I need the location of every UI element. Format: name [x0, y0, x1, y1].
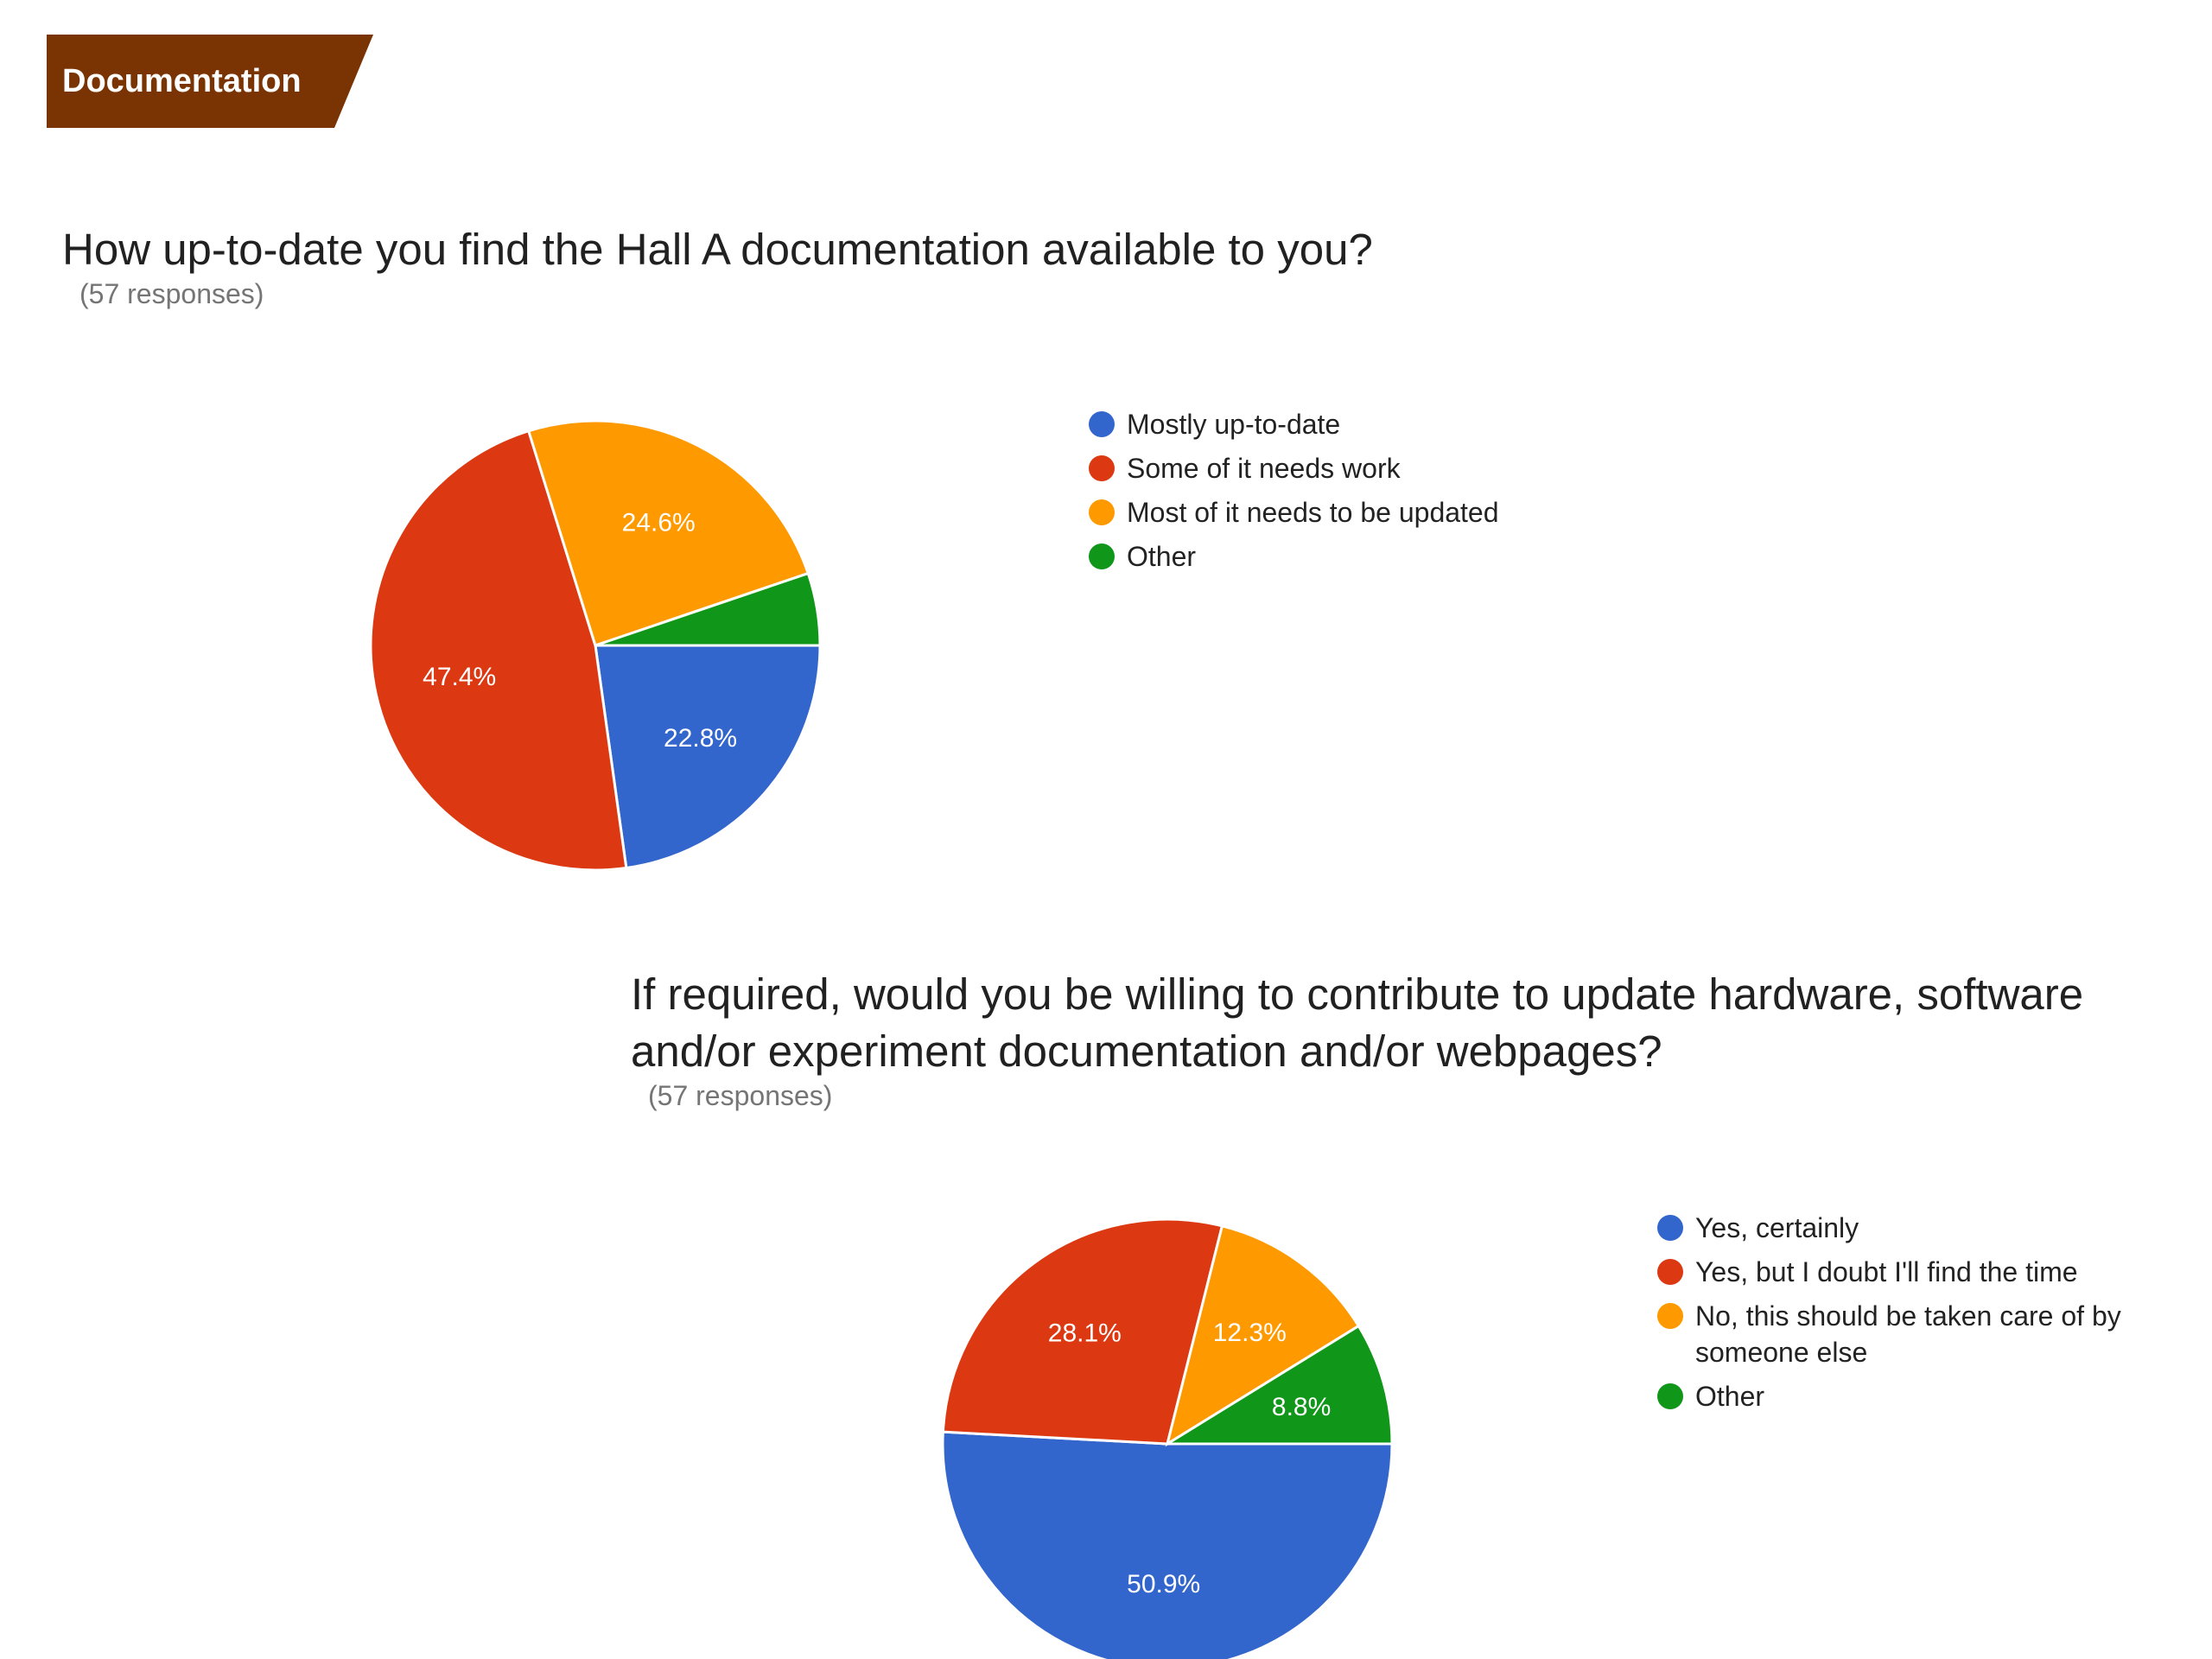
legend-swatch — [1089, 499, 1115, 525]
legend-label: Most of it needs to be updated — [1127, 497, 1499, 528]
pie-slice-other[interactable] — [1162, 1324, 1394, 1446]
legend-swatch — [1089, 411, 1115, 437]
slice-label-some-of-it-needs-work: 47.4% — [423, 663, 496, 691]
question-1-header: How up-to-date you find the Hall A docum… — [62, 221, 1373, 310]
pie-slice-yes-certainly[interactable] — [941, 1430, 1394, 1659]
chart-2-legend: Yes, certainly Yes, but I doubt I'll find… — [1657, 1210, 2193, 1422]
section-tab-label: Documentation — [62, 63, 302, 99]
legend-item-yes-certainly[interactable]: Yes, certainly — [1657, 1210, 2193, 1246]
section-tab: Documentation — [47, 35, 373, 128]
legend-label: Other — [1127, 541, 1197, 572]
section-tab-background — [47, 35, 373, 128]
slice-label-no-this-should-be-taken-care-of-by-someone-else: 12.3% — [1213, 1319, 1287, 1347]
legend-label: Other — [1695, 1381, 1765, 1412]
legend-swatch — [1657, 1303, 1683, 1329]
pie-slice-other[interactable] — [594, 571, 822, 647]
legend-swatch — [1657, 1383, 1683, 1409]
legend-item-most-of-it-needs-to-be-updated[interactable]: Most of it needs to be updated — [1089, 494, 1624, 531]
pie-slice-mostly-up-to-date[interactable] — [594, 644, 822, 870]
question-1-title: How up-to-date you find the Hall A docum… — [62, 225, 1373, 274]
pie-slice-yes-but-i-doubt-i-ll-find-the-time[interactable] — [941, 1217, 1224, 1446]
chart-1-legend: Mostly up-to-date Some of it needs work Mo… — [1089, 406, 1624, 582]
question-2-header: If required, would you be willing to con… — [631, 966, 2186, 1112]
slice-label-other: 8.8% — [1272, 1393, 1331, 1421]
slice-label-yes-but-i-doubt-i-ll-find-the-time: 28.1% — [1048, 1319, 1122, 1347]
legend-swatch — [1089, 455, 1115, 481]
legend-item-yes-but-i-doubt-i-ll-find-the-time[interactable]: Yes, but I doubt I'll find the time — [1657, 1254, 2193, 1290]
slice-label-mostly-up-to-date: 22.8% — [664, 724, 737, 753]
legend-label: Some of it needs work — [1127, 453, 1401, 484]
legend-swatch — [1657, 1259, 1683, 1285]
slice-label-most-of-it-needs-to-be-updated: 24.6% — [622, 508, 696, 537]
legend-item-mostly-up-to-date[interactable]: Mostly up-to-date — [1089, 406, 1624, 442]
legend-label: No, this should be taken care of by some… — [1695, 1300, 2121, 1368]
question-1-response-count: (57 responses) — [79, 278, 264, 309]
legend-item-other[interactable]: Other — [1657, 1378, 2193, 1414]
legend-item-some-of-it-needs-work[interactable]: Some of it needs work — [1089, 450, 1624, 486]
legend-item-no-this-should-be-taken-care-of-by-someone-else[interactable]: No, this should be taken care of by some… — [1657, 1298, 2193, 1370]
pie-slice-most-of-it-needs-to-be-updated[interactable] — [526, 419, 810, 647]
legend-item-other[interactable]: Other — [1089, 538, 1624, 575]
legend-swatch — [1089, 543, 1115, 569]
question-2-title: If required, would you be willing to con… — [631, 969, 2084, 1076]
pie-slice-no-this-should-be-taken-care-of-by-someone-else[interactable] — [1165, 1224, 1361, 1447]
legend-swatch — [1657, 1215, 1683, 1241]
legend-label: Mostly up-to-date — [1127, 409, 1341, 440]
legend-label: Yes, certainly — [1695, 1212, 1859, 1243]
question-2-response-count: (57 responses) — [648, 1080, 833, 1111]
slice-label-yes-certainly: 50.9% — [1127, 1570, 1200, 1599]
legend-label: Yes, but I doubt I'll find the time — [1695, 1256, 2078, 1287]
